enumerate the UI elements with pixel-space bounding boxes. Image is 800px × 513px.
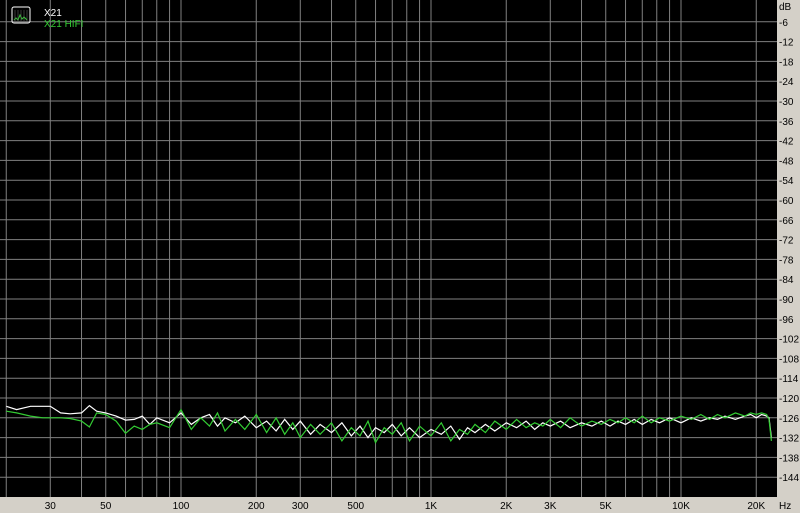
y-tick-label: -30 [779, 97, 794, 108]
x-tick-label: 3K [544, 501, 557, 512]
grid [0, 0, 777, 497]
y-tick-label: -42 [779, 137, 794, 148]
x-tick-label: 5K [600, 501, 613, 512]
y-tick-label: -12 [779, 38, 794, 49]
y-tick-label: -72 [779, 236, 794, 247]
y-tick-label: -48 [779, 156, 794, 167]
legend-entry-x21-hifi: X21 HIFI [44, 19, 83, 30]
x-tick-label: 100 [173, 501, 190, 512]
y-tick-label: -90 [779, 295, 794, 306]
y-tick-label: -132 [779, 434, 799, 445]
x-tick-label: 500 [347, 501, 364, 512]
x-tick-label: 20K [747, 501, 765, 512]
y-tick-label: -66 [779, 216, 794, 227]
y-tick-label: -96 [779, 315, 794, 326]
y-tick-label: -138 [779, 453, 799, 464]
x-tick-label: 200 [248, 501, 265, 512]
x-tick-label: 300 [292, 501, 309, 512]
y-axis-label: dB [779, 2, 792, 13]
y-tick-label: -144 [779, 473, 799, 484]
y-tick-label: -120 [779, 394, 799, 405]
x-tick-label: 1K [425, 501, 438, 512]
y-tick-label: -24 [779, 77, 794, 88]
y-tick-label: -102 [779, 335, 799, 346]
series-line-x21-hifi [6, 408, 772, 445]
x-tick-label: 30 [45, 501, 57, 512]
plot-area [0, 0, 777, 497]
y-tick-label: -84 [779, 275, 794, 286]
y-tick-label: -108 [779, 354, 799, 365]
y-axis: -6 -12 -18 -24 -30 -36 -42 -48 -54 -60 -66 -72 -78 -8… [779, 18, 799, 484]
x-tick-label: 10K [672, 501, 690, 512]
x-tick-label: 2K [500, 501, 513, 512]
x-axis-label: Hz [779, 501, 791, 512]
x-axis: 30 50 100 200 300 500 1K 2K 3K 5K 10K 20K [45, 501, 766, 512]
y-tick-label: -6 [779, 18, 788, 29]
legend: X21 X21 HIFI [11, 6, 83, 30]
y-tick-label: -54 [779, 176, 794, 187]
y-tick-label: -114 [779, 374, 799, 385]
x-tick-label: 50 [100, 501, 112, 512]
legend-app-icon [11, 6, 31, 24]
y-tick-label: -60 [779, 196, 794, 207]
y-tick-label: -78 [779, 255, 794, 266]
legend-entry-x21: X21 [44, 8, 62, 19]
y-tick-label: -126 [779, 414, 799, 425]
series-group [6, 404, 772, 445]
y-tick-label: -18 [779, 57, 794, 68]
y-tick-label: -36 [779, 117, 794, 128]
